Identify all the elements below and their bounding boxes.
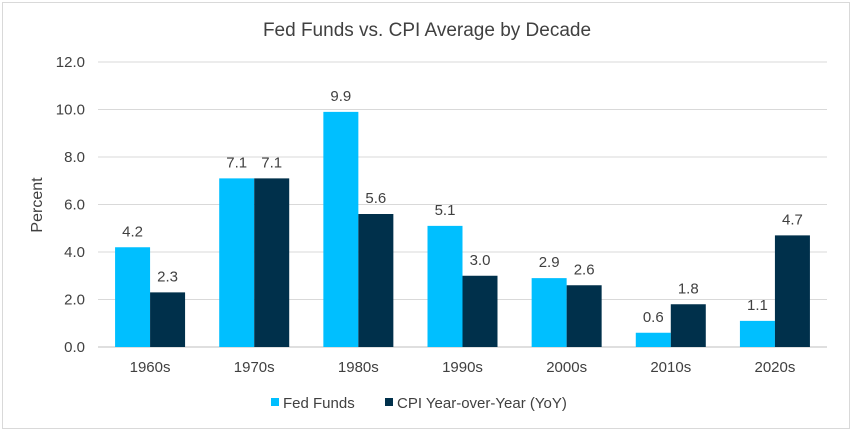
- x-tick-label: 1970s: [234, 359, 275, 376]
- data-label: 4.2: [122, 223, 143, 240]
- bar-fed-funds-2000s: [531, 278, 567, 347]
- legend-swatch: [271, 398, 279, 406]
- legend-swatch: [385, 398, 393, 406]
- legend-label: Fed Funds: [283, 395, 355, 412]
- data-label: 0.6: [643, 309, 664, 326]
- data-label: 9.9: [330, 88, 351, 105]
- y-axis-label: Percent: [29, 177, 46, 233]
- data-label: 7.1: [261, 154, 282, 171]
- bar-cpi-2000s: [566, 285, 602, 347]
- y-tick-label: 12.0: [56, 54, 85, 71]
- x-tick-label: 1960s: [130, 359, 171, 376]
- data-label: 2.3: [157, 268, 178, 285]
- bar-fed-funds-2010s: [635, 332, 671, 347]
- x-tick-label: 2010s: [650, 359, 691, 376]
- bar-cpi-2010s: [670, 304, 706, 347]
- x-tick-label: 2020s: [754, 359, 795, 376]
- y-tick-label: 8.0: [64, 149, 85, 166]
- legend-label: CPI Year-over-Year (YoY): [397, 395, 567, 412]
- data-label: 3.0: [470, 252, 491, 269]
- data-label: 1.8: [678, 280, 699, 297]
- data-label: 2.9: [539, 254, 560, 271]
- bar-fed-funds-1960s: [115, 247, 151, 347]
- bar-fed-funds-2020s: [739, 320, 775, 347]
- data-label: 4.7: [782, 211, 803, 228]
- bar-fed-funds-1970s: [219, 178, 255, 347]
- bar-cpi-2020s: [774, 235, 810, 347]
- bar-fed-funds-1980s: [323, 111, 359, 347]
- data-label: 2.6: [574, 261, 595, 278]
- bars: 4.2 2.3 7.1 7.1 9.9 5.6 5.1 3.0 2.9 2.6 0.6 1.8 1.1 4…: [115, 88, 810, 347]
- x-tick-label: 1980s: [338, 359, 379, 376]
- bar-cpi-1970s: [254, 178, 290, 347]
- x-tick-label: 2000s: [546, 359, 587, 376]
- data-label: 7.1: [226, 154, 247, 171]
- chart-title: Fed Funds vs. CPI Average by Decade: [263, 20, 591, 41]
- y-tick-label: 6.0: [64, 197, 85, 214]
- y-tick-label: 2.0: [64, 292, 85, 309]
- data-label: 5.6: [365, 190, 386, 207]
- bar-fed-funds-1990s: [427, 225, 463, 347]
- y-axis-ticks: 0.0 2.0 4.0 6.0 8.0 10.0 12.0: [56, 54, 85, 356]
- x-tick-label: 1990s: [442, 359, 483, 376]
- y-tick-label: 0.0: [64, 339, 85, 356]
- data-label: 5.1: [435, 202, 456, 219]
- bar-cpi-1960s: [150, 292, 186, 347]
- legend: Fed Funds CPI Year-over-Year (YoY): [271, 395, 567, 412]
- x-axis-ticks: 1960s 1970s 1980s 1990s 2000s 2010s 2020s: [130, 359, 796, 376]
- bar-cpi-1980s: [358, 214, 394, 347]
- chart-frame: [2, 2, 850, 429]
- y-tick-label: 10.0: [56, 102, 85, 119]
- data-label: 1.1: [747, 297, 768, 314]
- y-tick-label: 4.0: [64, 244, 85, 261]
- bar-cpi-1990s: [462, 275, 498, 347]
